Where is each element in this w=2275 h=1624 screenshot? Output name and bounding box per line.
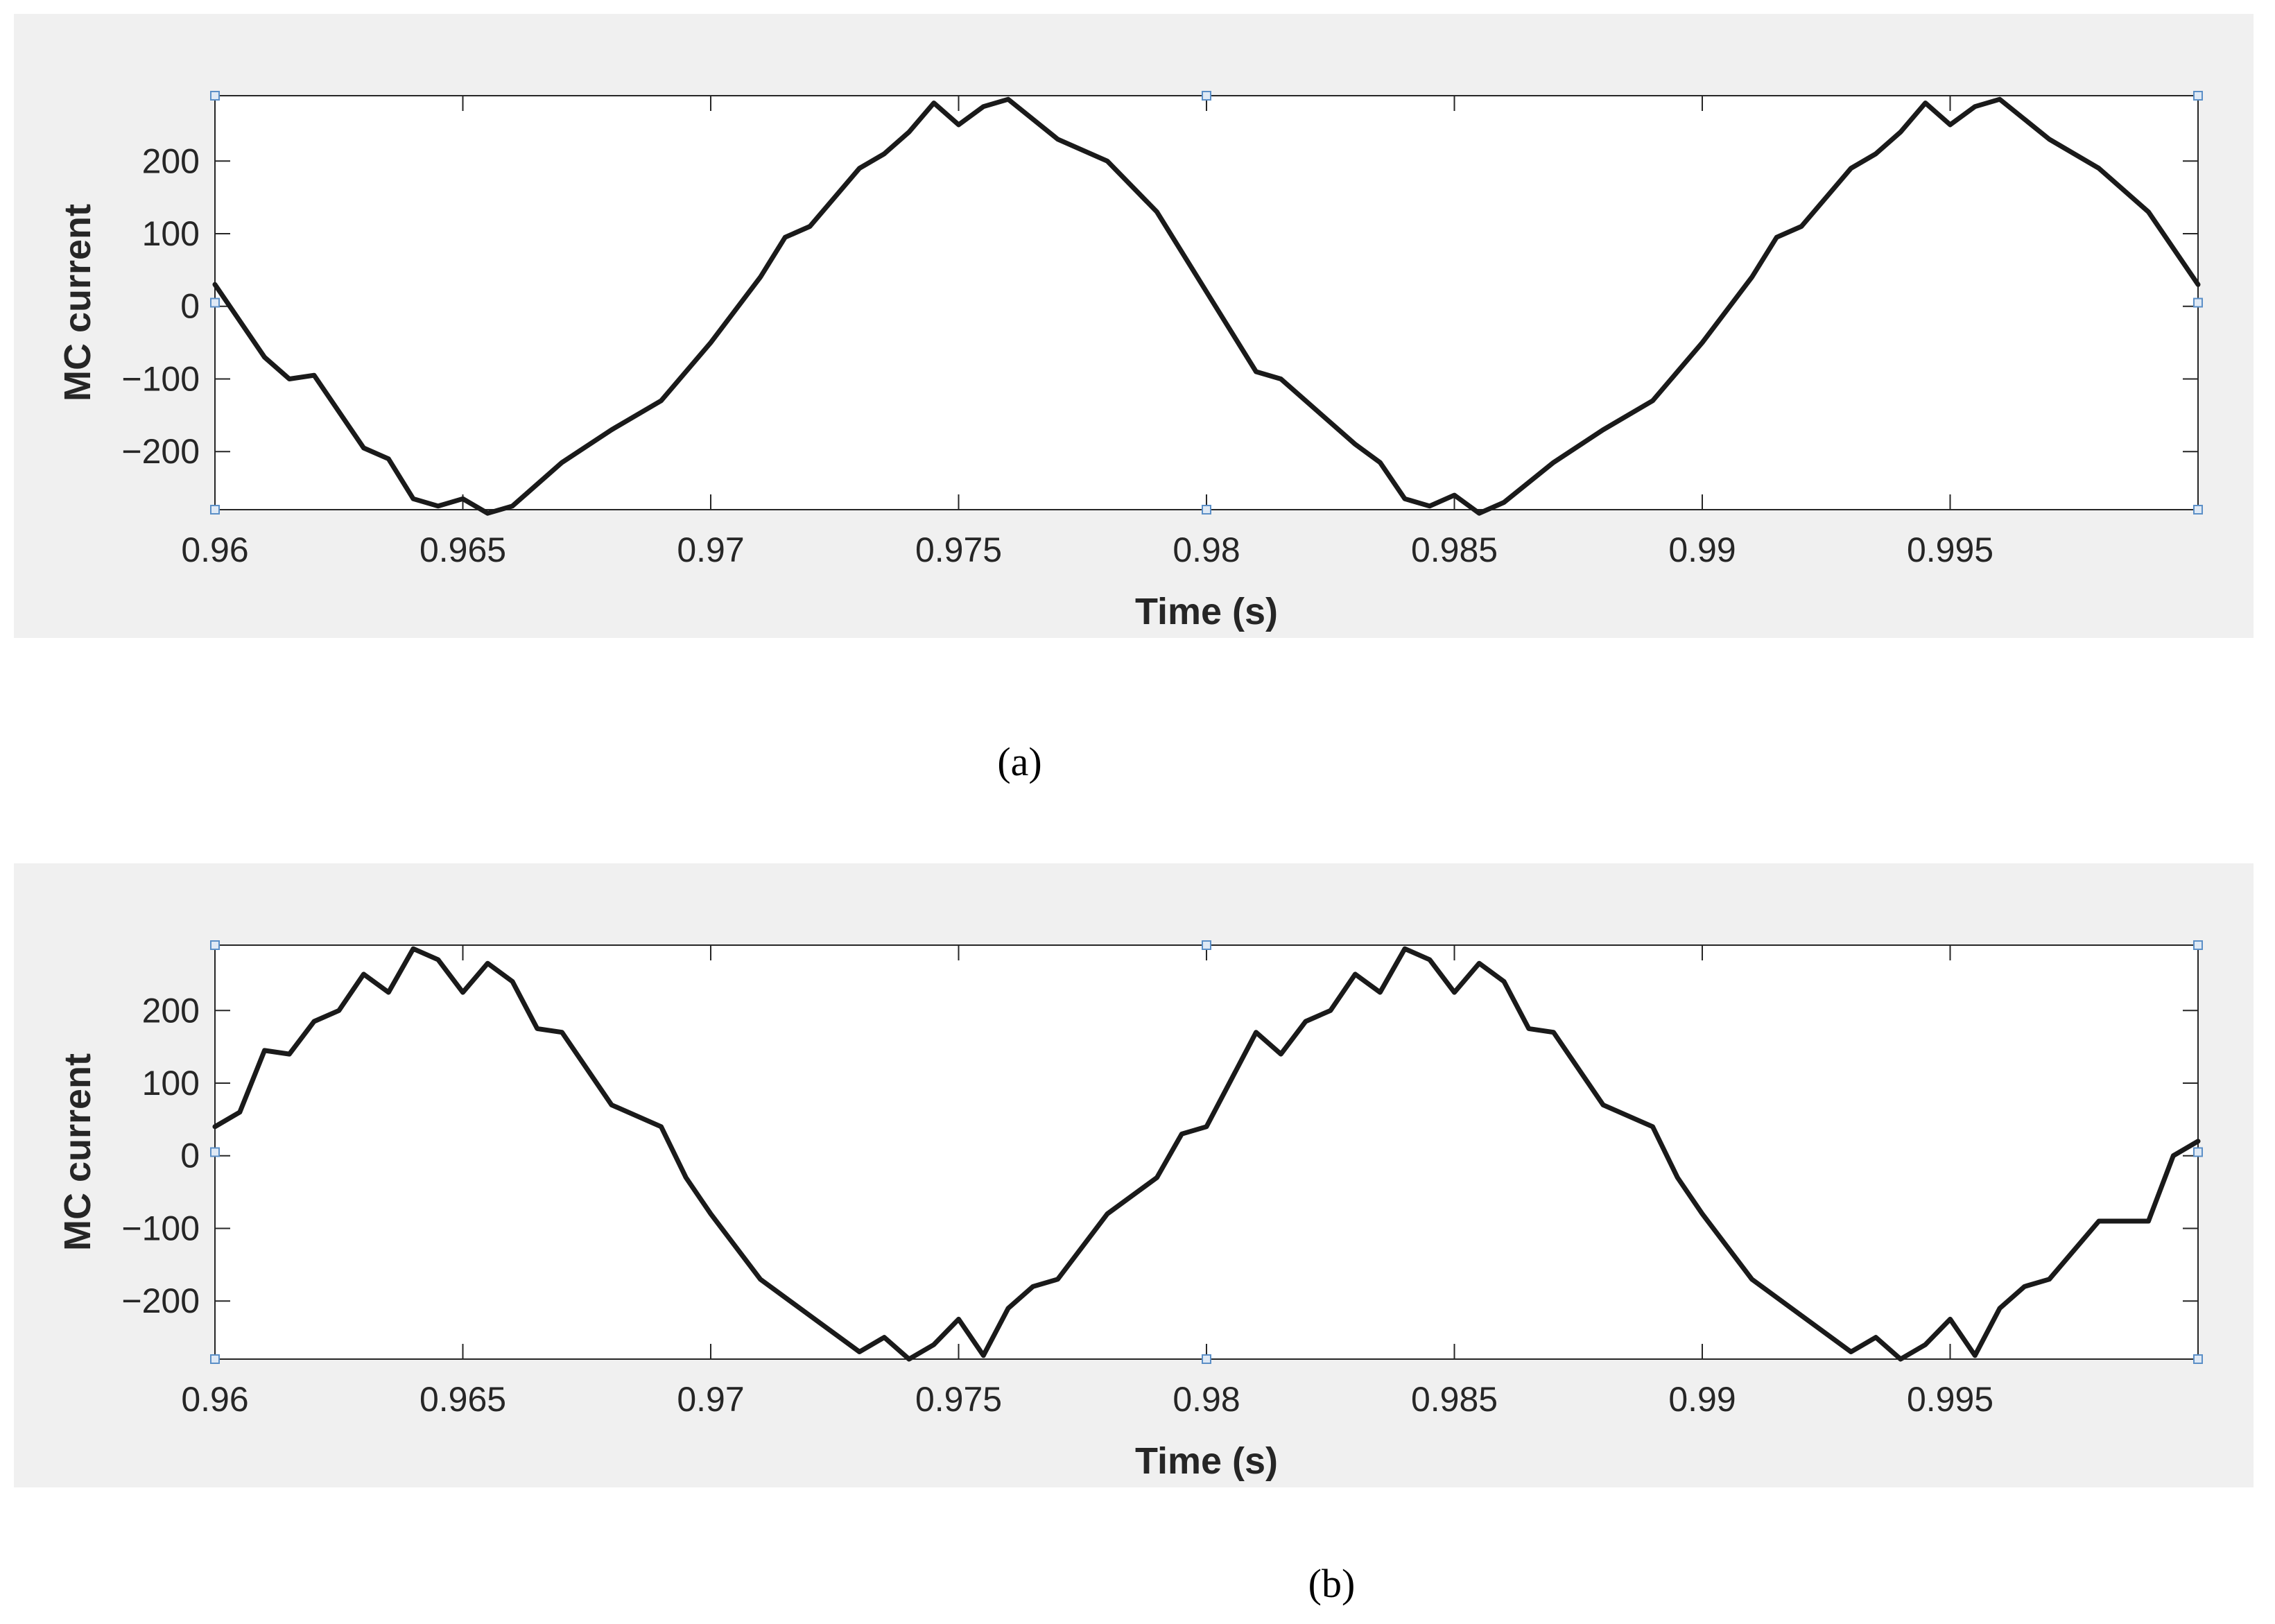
y-axis-title: MC current (57, 1053, 98, 1251)
selection-handle[interactable] (210, 91, 220, 101)
x-tick-label: 0.97 (677, 530, 744, 569)
x-tick-label: 0.965 (419, 530, 506, 569)
selection-handle[interactable] (2193, 297, 2203, 308)
y-tick-label: −100 (121, 1209, 200, 1247)
y-axis-title: MC current (57, 204, 98, 401)
x-tick-label: 0.975 (915, 1380, 1002, 1419)
chart-a-svg: 0.96 0.965 0.97 0.975 0.98 0.985 0.99 0.995 −200… (57, 91, 2203, 632)
x-tick-label: 0.96 (181, 530, 248, 569)
selection-handle[interactable] (210, 505, 220, 515)
y-tick-label: 100 (142, 214, 200, 253)
x-tick-label: 0.98 (1173, 530, 1240, 569)
x-axis-title: Time (s) (1135, 591, 1278, 632)
selection-handle[interactable] (210, 1354, 220, 1364)
panel-caption-b: (b) (1308, 1561, 1356, 1606)
selection-handle[interactable] (1202, 505, 1211, 515)
x-tick-label: 0.98 (1173, 1380, 1240, 1419)
x-tick-label: 0.965 (419, 1380, 506, 1419)
x-tick-label: 0.985 (1411, 530, 1498, 569)
x-tick-label: 0.975 (915, 530, 1002, 569)
selection-handle[interactable] (210, 297, 220, 308)
selection-handle[interactable] (1202, 1354, 1211, 1364)
x-axis-title: Time (s) (1135, 1440, 1278, 1482)
selection-handle[interactable] (210, 940, 220, 950)
x-tick-label: 0.995 (1907, 530, 1993, 569)
x-tick-label: 0.96 (181, 1380, 248, 1419)
x-tick-label: 0.995 (1907, 1380, 1993, 1419)
x-tick-label: 0.99 (1668, 530, 1736, 569)
x-tick-label: 0.99 (1668, 1380, 1736, 1419)
selection-handle[interactable] (2193, 91, 2203, 101)
chart-panel-b: 0.96 0.965 0.97 0.975 0.98 0.985 0.99 0.995 −200… (14, 863, 2254, 1487)
y-tick-label: 0 (180, 287, 200, 326)
x-tick-label: 0.985 (1411, 1380, 1498, 1419)
x-tick-label: 0.97 (677, 1380, 744, 1419)
y-tick-label: −200 (121, 1281, 200, 1320)
plot-area (214, 944, 2199, 1360)
plot-area (214, 95, 2199, 510)
selection-handle[interactable] (2193, 505, 2203, 515)
selection-handle[interactable] (2193, 1354, 2203, 1364)
selection-handle[interactable] (1202, 940, 1211, 950)
selection-handle[interactable] (210, 1147, 220, 1157)
y-tick-label: −100 (121, 359, 200, 398)
y-tick-label: −200 (121, 432, 200, 471)
selection-handle[interactable] (1202, 91, 1211, 101)
selection-handle[interactable] (2193, 1147, 2203, 1157)
selection-handle[interactable] (2193, 940, 2203, 950)
y-tick-label: 100 (142, 1064, 200, 1103)
y-tick-label: 200 (142, 991, 200, 1030)
chart-b-svg: 0.96 0.965 0.97 0.975 0.98 0.985 0.99 0.995 −200… (57, 940, 2203, 1482)
y-tick-label: 200 (142, 141, 200, 180)
chart-panel-a: 0.96 0.965 0.97 0.975 0.98 0.985 0.99 0.995 −200… (14, 14, 2254, 638)
series-line-0 (212, 946, 2201, 1362)
panel-caption-a: (a) (997, 739, 1042, 784)
y-tick-label: 0 (180, 1137, 200, 1175)
series-line-0 (212, 96, 2201, 516)
